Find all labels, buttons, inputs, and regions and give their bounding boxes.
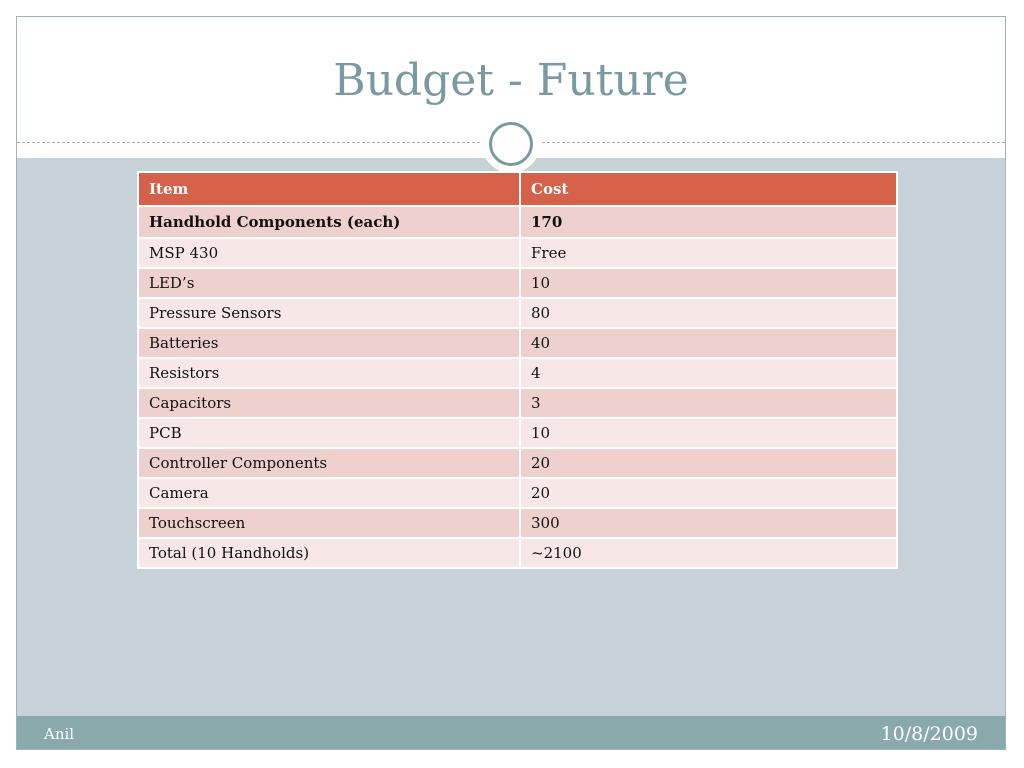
cost-cell: 40 (519, 327, 898, 359)
cost-cell: ~2100 (519, 537, 898, 569)
table-row: Pressure Sensors 80 (137, 297, 898, 329)
table-row: PCB 10 (137, 417, 898, 449)
table-row: Total (10 Handholds) ~2100 (137, 537, 898, 569)
table-row: MSP 430 Free (137, 237, 898, 269)
table-row: Resistors 4 (137, 357, 898, 389)
budget-table: Item Cost Handhold Components (each) 170… (137, 171, 898, 569)
table-row: Handhold Components (each) 170 (137, 205, 898, 239)
item-cell: Resistors (137, 357, 521, 389)
cost-cell: 3 (519, 387, 898, 419)
circle-ornament-icon (482, 115, 540, 173)
table-header-row: Item Cost (137, 171, 898, 207)
cost-cell: 10 (519, 417, 898, 449)
item-cell: PCB (137, 417, 521, 449)
item-cell: Handhold Components (each) (137, 205, 521, 239)
slide: Budget - Future Item Cost Handhold Compo… (16, 16, 1006, 750)
table-row: LED’s 10 (137, 267, 898, 299)
cost-cell: 4 (519, 357, 898, 389)
table-row: Batteries 40 (137, 327, 898, 359)
cost-cell: 10 (519, 267, 898, 299)
item-cell: Total (10 Handholds) (137, 537, 521, 569)
item-cell: Camera (137, 477, 521, 509)
item-cell: Capacitors (137, 387, 521, 419)
item-cell: LED’s (137, 267, 521, 299)
cost-cell: 20 (519, 447, 898, 479)
footer-date: 10/8/2009 (880, 723, 978, 745)
item-cell: Touchscreen (137, 507, 521, 539)
item-cell: Batteries (137, 327, 521, 359)
table-row: Touchscreen 300 (137, 507, 898, 539)
item-cell: Controller Components (137, 447, 521, 479)
cost-cell: 170 (519, 205, 898, 239)
item-cell: Pressure Sensors (137, 297, 521, 329)
circle-ornament-inner (489, 122, 533, 166)
footer-author: Anil (44, 725, 75, 743)
table-row: Camera 20 (137, 477, 898, 509)
header-item: Item (137, 171, 521, 207)
table-row: Controller Components 20 (137, 447, 898, 479)
item-cell: MSP 430 (137, 237, 521, 269)
cost-cell: 300 (519, 507, 898, 539)
cost-cell: 20 (519, 477, 898, 509)
slide-title: Budget - Future (333, 55, 689, 106)
table-row: Capacitors 3 (137, 387, 898, 419)
cost-cell: 80 (519, 297, 898, 329)
slide-footer: Anil 10/8/2009 (17, 716, 1005, 749)
header-cost: Cost (519, 171, 898, 207)
cost-cell: Free (519, 237, 898, 269)
